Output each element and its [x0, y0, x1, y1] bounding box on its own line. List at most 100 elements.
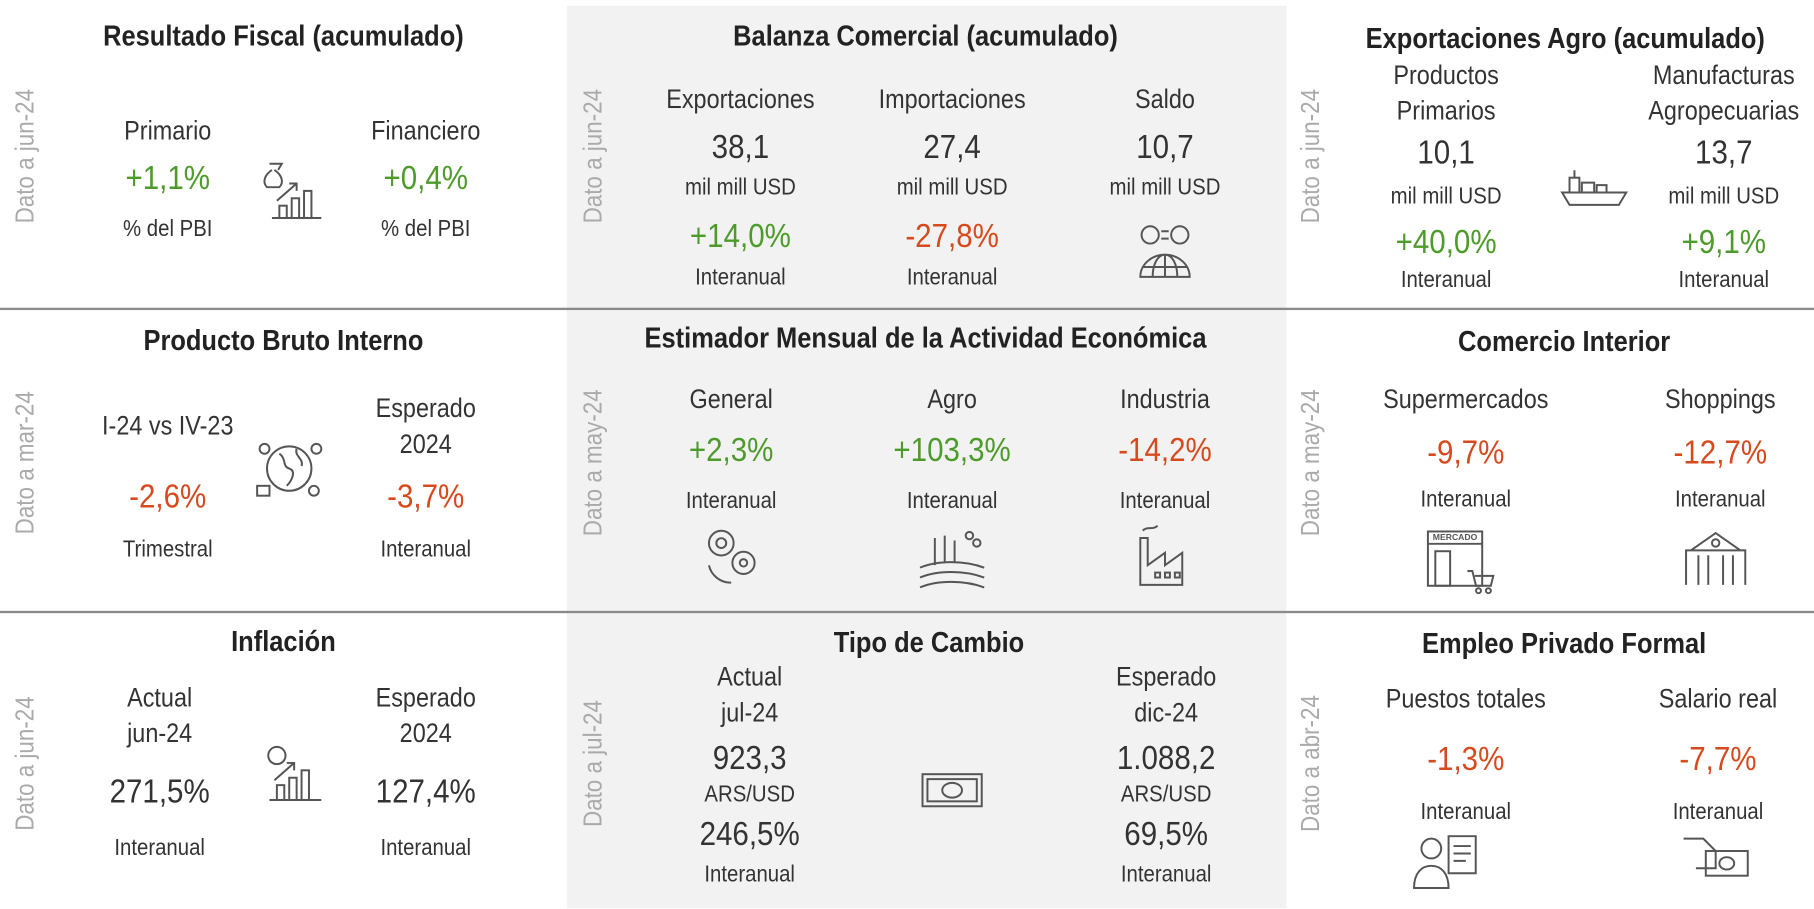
date-label: Dato a mar-24: [10, 391, 40, 535]
metric-unit: mil mill USD: [684, 174, 796, 201]
metric-label: Industria: [1120, 383, 1210, 414]
date-label: Dato a jul-24: [578, 700, 608, 828]
metric-label: Importaciones: [878, 83, 1026, 114]
metric-value: +2,3%: [688, 432, 774, 470]
panel-title: Exportaciones Agro (acumulado): [1365, 22, 1765, 55]
economy-icon: [256, 442, 323, 497]
metric-unit: mil mill USD: [1668, 183, 1780, 210]
divider: [0, 307, 1814, 311]
shopping-icon: [1685, 531, 1747, 585]
metric-label: Salario real: [1658, 683, 1778, 714]
date-label: Dato a jun-24: [1295, 88, 1325, 224]
metric-unit: % del PBI: [123, 216, 213, 242]
metric-unit: mil mill USD: [1390, 183, 1502, 210]
date-label: Dato a jun-24: [10, 88, 40, 224]
metric-label: jul-24: [721, 696, 779, 727]
metric-label: Esperado: [375, 681, 476, 712]
metric-label: Actual: [127, 681, 193, 712]
metric-unit: ARS/USD: [1120, 782, 1212, 808]
metric-label: dic-24: [1134, 696, 1199, 727]
metric-note: Interanual: [1678, 267, 1770, 293]
metric-label: I-24 vs IV-23: [102, 410, 234, 441]
banknote-icon: [921, 773, 983, 808]
metric-value: -1,3%: [1427, 740, 1505, 779]
metric-change: +40,0%: [1395, 223, 1497, 261]
panel-title: Estimador Mensual de la Actividad Económ…: [644, 322, 1207, 355]
metric-note: Interanual: [1119, 488, 1211, 514]
panel-title: Comercio Interior: [1458, 325, 1671, 359]
metric-value: 10,7: [1136, 128, 1194, 167]
date-label: Dato a jun-24: [10, 696, 40, 831]
metric-value: -7,7%: [1679, 740, 1757, 779]
metric-change: +9,1%: [1681, 223, 1767, 261]
metric-label: Manufacturas: [1652, 59, 1795, 90]
panel-title: Producto Bruto Interno: [143, 324, 424, 357]
metric-note: Interanual: [695, 264, 786, 291]
metric-note: Interanual: [1672, 799, 1764, 825]
date-label: Dato a jun-24: [578, 88, 608, 224]
metric-value: 27,4: [923, 128, 981, 167]
metric-label: Agro: [927, 383, 977, 414]
metric-value: +0,4%: [383, 160, 469, 198]
metric-value: -14,2%: [1118, 432, 1212, 470]
metric-note: Interanual: [1400, 267, 1492, 293]
metric-note: Interanual: [685, 488, 777, 514]
metric-change: -27,8%: [905, 218, 999, 256]
employee-icon: [1413, 835, 1477, 890]
panel-title: Empleo Privado Formal: [1421, 627, 1707, 661]
metric-note: Interanual: [906, 264, 998, 291]
metric-note: Interanual: [704, 861, 795, 888]
metric-label: Agropecuarias: [1648, 94, 1800, 125]
metric-unit: ARS/USD: [704, 782, 795, 808]
metric-label: Esperado: [375, 392, 476, 423]
metric-note: Interanual: [1420, 799, 1512, 825]
metric-note: Interanual: [1675, 487, 1766, 513]
metric-note: Interanual: [114, 835, 205, 861]
gears-icon: [707, 529, 756, 584]
market-icon: MERCADO: [1426, 530, 1495, 595]
metric-label: Primarios: [1396, 94, 1496, 125]
metric-label: General: [689, 383, 773, 414]
metric-label: Productos: [1393, 59, 1499, 90]
metric-note: Interanual: [380, 835, 472, 861]
panel-title: Resultado Fiscal (acumulado): [103, 20, 464, 53]
metric-label: Saldo: [1135, 83, 1195, 114]
metric-value: -2,6%: [129, 478, 207, 516]
metric-unit: mil mill USD: [1109, 174, 1221, 201]
metric-value: +103,3%: [893, 432, 1011, 470]
metric-value: 1.088,2: [1116, 739, 1216, 777]
metric-note: Interanual: [906, 488, 998, 514]
metric-value: -3,7%: [387, 478, 465, 516]
metric-label: Financiero: [371, 115, 481, 146]
panel-title: Inflación: [231, 625, 336, 658]
market-sign: MERCADO: [1433, 532, 1478, 542]
metric-value: -9,7%: [1427, 434, 1505, 472]
panel-title: Balanza Comercial (acumulado): [733, 20, 1118, 53]
metric-change: 69,5%: [1124, 816, 1209, 854]
metric-label: Puestos totales: [1385, 683, 1546, 714]
metric-label: Exportaciones: [666, 83, 815, 114]
metric-label: jun-24: [127, 717, 193, 748]
metric-value: 13,7: [1695, 134, 1753, 172]
metric-note: Interanual: [1120, 861, 1212, 888]
ship-icon: [1560, 170, 1629, 206]
metric-label: Actual: [717, 660, 783, 691]
metric-label: 2024: [399, 428, 452, 459]
trade-icon: [1139, 225, 1191, 278]
date-label: Dato a may-24: [578, 389, 608, 537]
fiscal-icon: [263, 162, 322, 220]
metric-value: 271,5%: [109, 773, 210, 811]
metric-note: Trimestral: [122, 536, 213, 563]
date-label: Dato a abr-24: [1295, 695, 1325, 833]
metric-label: Primario: [124, 115, 212, 146]
agro-icon: [919, 530, 985, 589]
metric-value: -12,7%: [1673, 434, 1768, 472]
metric-unit: % del PBI: [381, 216, 471, 242]
metric-label: Esperado: [1116, 660, 1217, 691]
metric-unit: mil mill USD: [896, 174, 1008, 201]
date-label: Dato a may-24: [1295, 389, 1325, 537]
metric-note: Interanual: [380, 536, 472, 563]
metric-value: 10,1: [1417, 134, 1475, 172]
metric-label: 2024: [399, 717, 452, 748]
